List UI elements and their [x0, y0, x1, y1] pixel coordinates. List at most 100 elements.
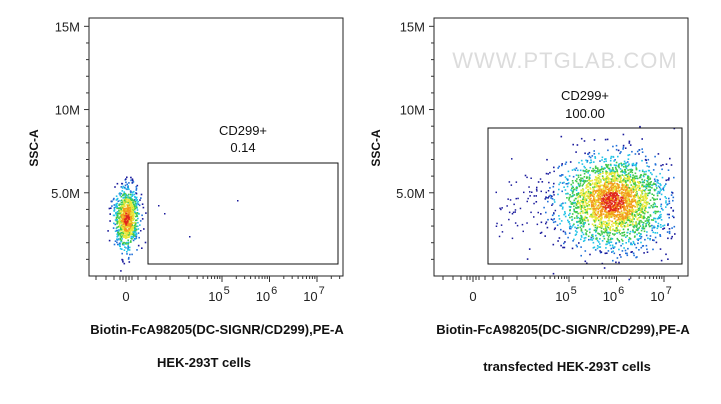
data-point	[626, 252, 628, 255]
data-point	[597, 194, 599, 197]
data-point	[496, 222, 498, 225]
data-point	[120, 210, 122, 212]
data-point	[619, 229, 621, 232]
data-point	[591, 234, 593, 236]
data-point	[575, 174, 578, 176]
x-tick-label: 0	[469, 289, 476, 304]
data-point	[604, 213, 607, 216]
data-point	[583, 165, 585, 168]
data-point	[648, 189, 650, 192]
data-point	[612, 155, 614, 158]
data-point	[572, 194, 574, 197]
data-point	[618, 186, 621, 189]
data-point	[628, 215, 631, 218]
data-point	[665, 206, 667, 208]
data-point	[594, 224, 597, 227]
data-point	[561, 164, 563, 167]
data-point	[120, 240, 122, 243]
data-point	[640, 229, 643, 232]
data-point	[582, 233, 585, 236]
data-point	[135, 237, 138, 239]
data-point	[582, 212, 584, 214]
data-point	[635, 194, 638, 197]
data-point	[116, 206, 118, 208]
data-point	[654, 236, 657, 239]
data-point	[641, 178, 643, 181]
data-point	[577, 193, 580, 195]
data-point	[580, 205, 583, 207]
data-point	[593, 186, 596, 188]
data-point	[128, 216, 130, 218]
data-point	[638, 202, 641, 205]
data-point	[651, 184, 653, 187]
data-point	[601, 200, 603, 202]
data-point	[545, 191, 547, 194]
data-point	[596, 217, 598, 220]
data-point	[597, 170, 600, 172]
data-point	[606, 211, 608, 213]
data-point	[606, 164, 608, 167]
data-point	[622, 179, 624, 182]
data-point	[132, 211, 135, 214]
data-point	[649, 188, 651, 191]
data-point	[610, 213, 613, 215]
data-point	[127, 212, 129, 215]
data-point	[585, 190, 588, 193]
data-point	[571, 216, 573, 218]
data-point	[610, 185, 613, 187]
data-point	[654, 232, 656, 234]
data-point	[598, 189, 600, 191]
data-point	[576, 193, 578, 195]
y-tick-label: 5.0M	[396, 186, 425, 201]
data-point	[119, 232, 122, 235]
data-point	[659, 234, 661, 236]
data-point	[122, 231, 124, 234]
data-point	[614, 221, 617, 223]
data-point	[557, 167, 559, 169]
data-point	[123, 201, 125, 204]
data-point	[125, 208, 128, 210]
data-point	[514, 211, 516, 213]
data-point	[521, 223, 524, 226]
data-point	[610, 208, 613, 211]
data-point	[614, 187, 616, 189]
data-point	[607, 236, 610, 238]
data-point	[586, 184, 588, 186]
data-point	[621, 214, 623, 217]
data-point	[596, 245, 599, 247]
data-point	[590, 213, 593, 216]
data-point	[613, 206, 615, 209]
data-point	[616, 172, 619, 174]
data-point	[581, 163, 584, 165]
data-point	[670, 164, 673, 166]
data-point	[132, 199, 134, 202]
data-point	[638, 153, 640, 155]
data-point	[609, 204, 612, 207]
data-point	[623, 209, 625, 211]
data-point	[506, 205, 508, 207]
data-point	[580, 236, 583, 238]
data-point	[116, 207, 118, 210]
data-point	[128, 212, 130, 215]
data-point	[584, 260, 587, 263]
data-point	[628, 219, 631, 222]
data-point	[117, 215, 119, 217]
data-point	[569, 161, 572, 163]
data-point	[611, 175, 613, 177]
data-point	[560, 205, 563, 207]
data-point	[619, 202, 621, 205]
data-point	[134, 199, 136, 201]
data-point	[578, 161, 580, 164]
data-point	[606, 252, 608, 254]
data-point	[647, 192, 650, 195]
data-point	[584, 180, 587, 183]
data-point	[625, 174, 627, 176]
data-point	[602, 197, 605, 199]
data-point	[603, 198, 605, 200]
data-point	[122, 185, 124, 188]
data-point	[564, 233, 567, 235]
data-point	[597, 197, 600, 199]
data-point	[137, 200, 140, 203]
data-point	[665, 200, 667, 202]
data-point	[589, 184, 592, 186]
